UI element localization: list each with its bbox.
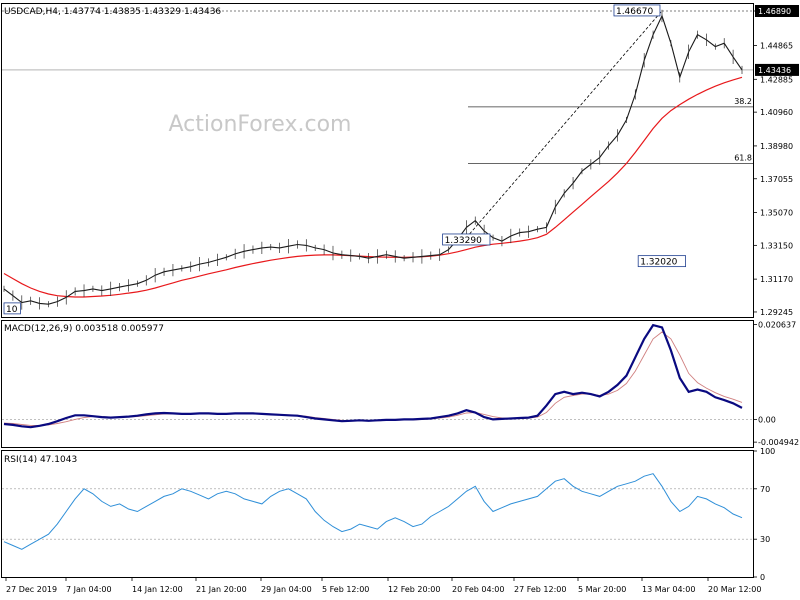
rsi-panel-frame — [1, 450, 754, 578]
rsi-line — [3, 473, 743, 550]
high-label: 1.46670 — [616, 7, 653, 17]
swing-label-box — [637, 255, 686, 268]
x-tick-label: 29 Jan 04:00 — [261, 585, 312, 594]
price-tick-label: 1.44865 — [760, 42, 793, 51]
rsi-label: RSI(14) 47.1043 — [4, 455, 77, 465]
price-tick-label: 1.37055 — [760, 175, 793, 184]
x-tick-label: 20 Feb 04:00 — [452, 585, 504, 594]
macd-tick-label: -0.004942 — [758, 438, 799, 447]
price-tick-label: 1.35070 — [760, 209, 793, 218]
price-panel-frame — [1, 3, 754, 318]
x-tick-label: 21 Jan 20:00 — [196, 585, 247, 594]
swing-label: 1.33290 — [445, 236, 482, 246]
swing-label-box — [442, 233, 491, 246]
fib-level-label: 38.2 — [734, 97, 752, 106]
watermark: ActionForex.com — [169, 112, 352, 137]
price-line — [3, 14, 743, 305]
x-tick-label: 5 Feb 12:00 — [322, 585, 369, 594]
top-price-label: 1.46890 — [758, 7, 791, 16]
swing-label: 1.32020 — [640, 258, 677, 268]
symbol-header: USDCAD,H4, 1.43774 1.43835 1.43329 1.434… — [4, 7, 221, 17]
price-tick-label: 1.31170 — [760, 275, 793, 284]
x-tick-label: 27 Dec 2019 — [6, 585, 57, 594]
macd-tick-label: 0.020637 — [758, 321, 796, 330]
x-tick-label: 14 Jan 12:00 — [132, 585, 183, 594]
rsi-tick-label: 70 — [760, 485, 770, 494]
current-price-label: 1.43436 — [758, 66, 791, 75]
current-price-box — [755, 63, 799, 76]
x-tick-label: 20 Mar 12:00 — [708, 585, 761, 594]
rsi-tick-label: 100 — [760, 447, 775, 456]
rsi-tick-label: 30 — [760, 535, 770, 544]
macd-line — [3, 323, 743, 429]
fib-level-label: 61.8 — [734, 153, 752, 162]
rsi-tick-label: 0 — [760, 573, 765, 582]
price-tick-label: 1.33150 — [760, 241, 793, 250]
x-tick-label: 12 Feb 20:00 — [388, 585, 440, 594]
top-price-box — [755, 4, 799, 17]
price-tick-label: 1.29245 — [760, 308, 793, 317]
macd-tick-label: 0.00 — [758, 415, 776, 424]
high-label-box — [613, 4, 661, 17]
x-tick-label: 7 Jan 04:00 — [66, 585, 112, 594]
x-tick-label: 5 Mar 20:00 — [578, 585, 626, 594]
price-tick-label: 1.40960 — [760, 108, 793, 117]
macd-panel-frame — [1, 320, 754, 448]
swing-label-box — [3, 302, 21, 315]
swing-label: 10 — [6, 305, 18, 315]
x-tick-label: 13 Mar 04:00 — [642, 585, 695, 594]
x-tick-label: 27 Feb 12:00 — [514, 585, 566, 594]
price-tick-label: 1.38980 — [760, 142, 793, 151]
price-tick-label: 1.42885 — [760, 75, 793, 84]
macd-label: MACD(12,26,9) 0.003518 0.005977 — [4, 324, 164, 334]
